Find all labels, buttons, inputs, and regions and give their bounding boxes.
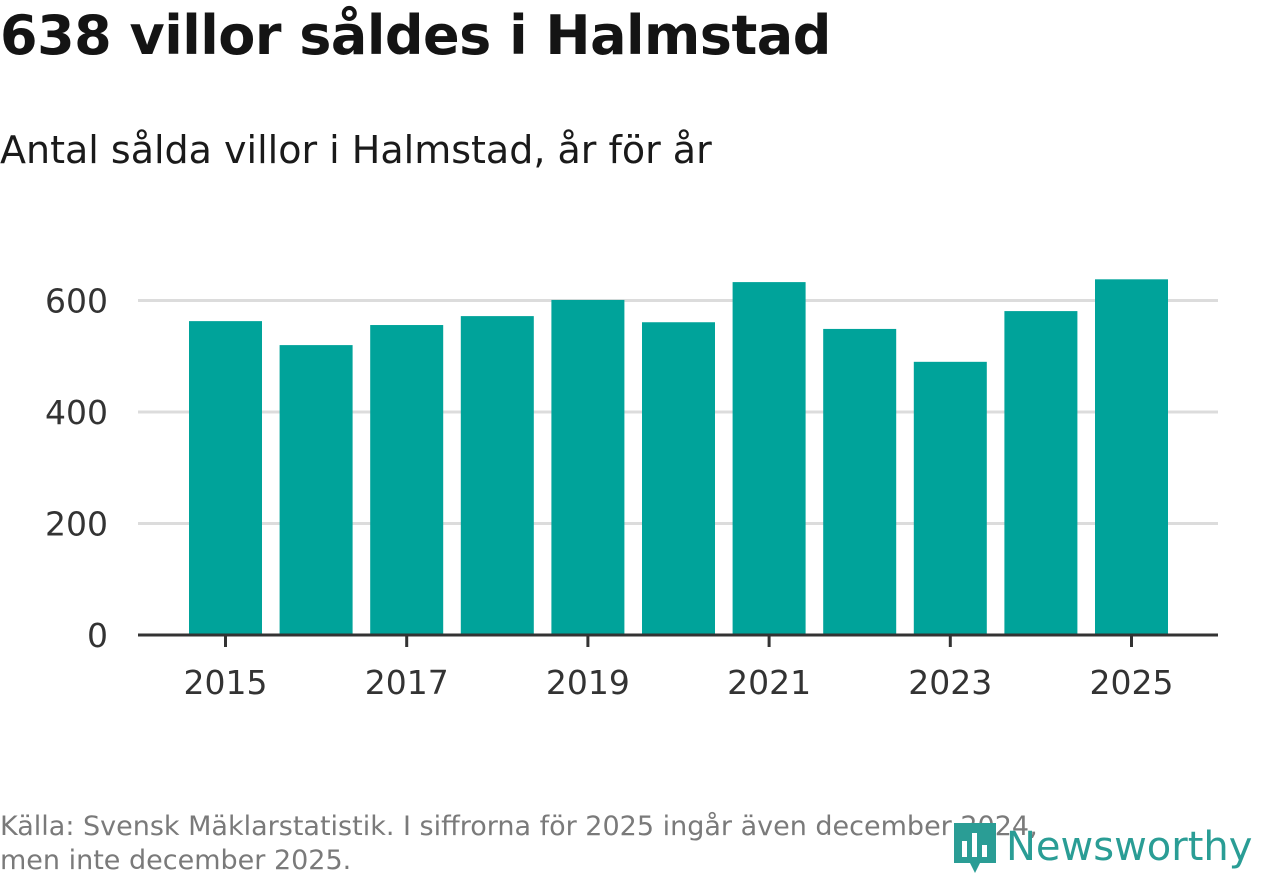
x-tick-label: 2019 [546,663,630,702]
bar-2021 [732,282,806,635]
chart-title: 638 villor såldes i Halmstad [0,4,831,67]
x-tick-label: 2023 [908,663,992,702]
y-tick-label: 600 [45,282,108,321]
bar-2022 [823,328,897,635]
x-tick-label: 2015 [184,663,268,702]
source-note: Källa: Svensk Mäklarstatistik. I siffror… [0,810,1200,878]
bars [189,279,1168,635]
source-line-1: Källa: Svensk Mäklarstatistik. I siffror… [0,811,1038,842]
axes: 0 200 400 600 2015 2017 2019 2021 2023 2025 [45,282,1218,702]
bar-2017 [370,325,444,635]
newsworthy-logo-icon [954,823,996,873]
bar-2018 [460,316,534,635]
x-tick-label: 2017 [365,663,449,702]
bar-2025 [1095,279,1168,635]
x-tick-label: 2021 [727,663,811,702]
y-tick-label: 0 [87,616,108,655]
chart-subtitle: Antal sålda villor i Halmstad, år för år [0,128,712,172]
source-line-2: men inte december 2025. [0,845,352,876]
bar-2015 [189,321,262,635]
newsworthy-logo: Newsworthy [950,817,1252,877]
bar-2024 [1004,311,1078,635]
y-tick-label: 200 [45,505,108,544]
bar-2023 [913,361,987,635]
bar-2020 [642,322,715,635]
bar-2019 [551,299,625,635]
bar-2016 [279,345,353,635]
x-tick-label: 2025 [1090,663,1174,702]
newsworthy-logo-text: Newsworthy [1006,824,1253,870]
y-tick-label: 400 [45,393,108,432]
